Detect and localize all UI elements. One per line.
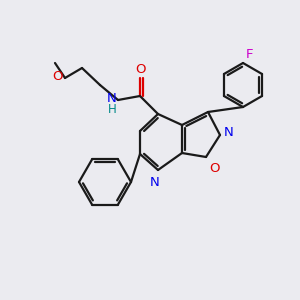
Text: N: N [107,92,117,106]
Text: H: H [108,103,117,116]
Text: N: N [150,176,160,189]
Text: O: O [209,162,220,175]
Text: O: O [52,70,63,83]
Text: F: F [246,48,253,61]
Text: N: N [224,127,234,140]
Text: O: O [136,63,146,76]
